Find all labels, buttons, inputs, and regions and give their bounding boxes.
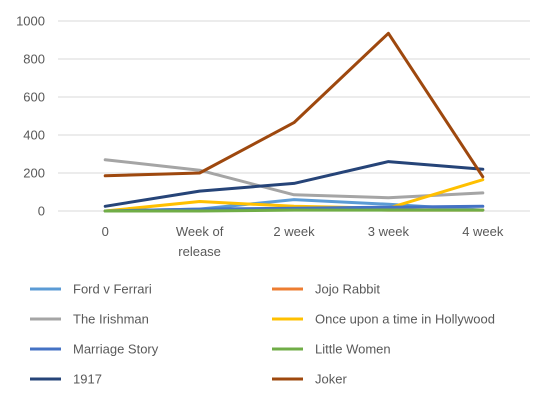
legend-item-joker: Joker (272, 372, 347, 387)
legend-item-marriage-story: Marriage Story (30, 342, 159, 357)
y-tick-label-800: 800 (23, 52, 45, 67)
series-line-little-women (103, 208, 485, 213)
y-tick-label-200: 200 (23, 166, 45, 181)
y-tick-label-600: 600 (23, 90, 45, 105)
legend-item-little-women: Little Women (272, 342, 391, 357)
series-line-joker (103, 31, 485, 179)
legend-label-little-women: Little Women (315, 342, 391, 357)
legend-item-1917: 1917 (30, 372, 102, 387)
series-line-once-upon-a-time-in-hollywood (103, 178, 485, 213)
y-tick-label-1000: 1000 (16, 14, 45, 29)
y-tick-label-0: 0 (38, 204, 45, 219)
legend-label-1917: 1917 (73, 372, 102, 387)
series-line-1917 (103, 160, 485, 208)
legend-item-ford-v-ferrari: Ford v Ferrari (30, 282, 152, 297)
legend-item-jojo-rabbit: Jojo Rabbit (272, 282, 380, 297)
x-tick-label-4: 4 week (462, 224, 504, 239)
legend-label-marriage-story: Marriage Story (73, 342, 159, 357)
x-tick-label-2: 2 week (273, 224, 315, 239)
legend-label-ford-v-ferrari: Ford v Ferrari (73, 282, 152, 297)
x-tick-label-1: Week of release (176, 224, 224, 259)
legend-label-jojo-rabbit: Jojo Rabbit (315, 282, 380, 297)
y-tick-label-400: 400 (23, 128, 45, 143)
series-line-the-irishman (103, 158, 485, 200)
x-tick-label-0: 0 (102, 224, 109, 239)
legend-label-the-irishman: The Irishman (73, 312, 149, 327)
legend-label-once-upon-a-time-in-hollywood: Once upon a time in Hollywood (315, 312, 495, 327)
legend: Ford v Ferrari Jojo Rabbit The Irishman Onc… (30, 282, 495, 387)
legend-item-once-upon-a-time-in-hollywood: Once upon a time in Hollywood (272, 312, 495, 327)
legend-item-the-irishman: The Irishman (30, 312, 149, 327)
series-lines (103, 31, 485, 213)
legend-label-joker: Joker (315, 372, 347, 387)
x-tick-label-3: 3 week (368, 224, 410, 239)
